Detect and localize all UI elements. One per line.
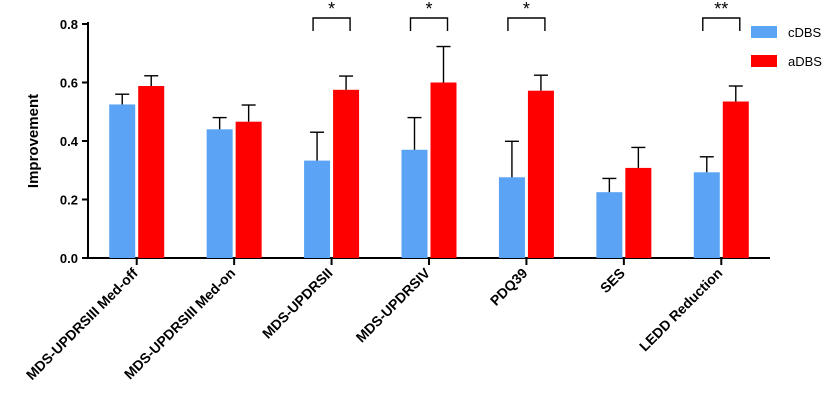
x-tick-label: MDS-UPDRSIV <box>353 264 434 345</box>
x-tick-label: MDS-UPDRSIII Med-off <box>23 265 141 383</box>
bar-aDBS <box>430 82 457 258</box>
legend-swatch-aDBS <box>751 55 777 67</box>
significance-label: * <box>425 0 432 19</box>
x-tick-label: SES <box>597 265 628 296</box>
significance-label: * <box>523 0 530 19</box>
significance-bracket <box>702 17 741 31</box>
x-tick-label: LEDD Reduction <box>636 265 725 354</box>
bar-cDBS <box>109 104 136 258</box>
significance-label: * <box>328 0 335 19</box>
bar-cDBS <box>498 177 525 258</box>
bar-cDBS <box>206 129 233 258</box>
significance-label: ** <box>714 0 728 19</box>
legend-label-aDBS: aDBS <box>788 54 822 69</box>
x-tick-label: PDQ39 <box>487 265 531 309</box>
significance-bracket <box>409 17 449 31</box>
bar-cDBS <box>596 192 623 258</box>
y-tick-label: 0.8 <box>60 17 78 32</box>
bar-aDBS <box>138 86 165 258</box>
y-tick-label: 0.4 <box>60 134 79 149</box>
bar-aDBS <box>333 89 360 258</box>
legend-label-cDBS: cDBS <box>788 25 822 40</box>
y-axis-title: Improvement <box>25 94 42 188</box>
significance-bracket <box>312 17 351 31</box>
bar-aDBS <box>625 167 652 258</box>
y-tick-label: 0.2 <box>60 193 78 208</box>
y-tick-label: 0.0 <box>60 251 78 266</box>
x-tick-label: MDS-UPDRSII <box>259 265 336 342</box>
bar-cDBS <box>401 149 428 258</box>
legend: cDBS aDBS <box>751 25 822 69</box>
y-tick-label: 0.6 <box>60 76 78 91</box>
bar-cDBS <box>304 160 331 258</box>
bar-aDBS <box>235 121 262 258</box>
significance-markers: * * * ** <box>312 0 741 31</box>
x-tick-label: MDS-UPDRSIII Med-on <box>121 265 238 382</box>
legend-swatch-cDBS <box>751 26 777 38</box>
bar-aDBS <box>527 90 554 258</box>
bar-cDBS <box>693 172 720 258</box>
chart-bars <box>109 45 749 258</box>
bar-aDBS <box>722 101 749 258</box>
significance-bracket <box>507 17 546 31</box>
